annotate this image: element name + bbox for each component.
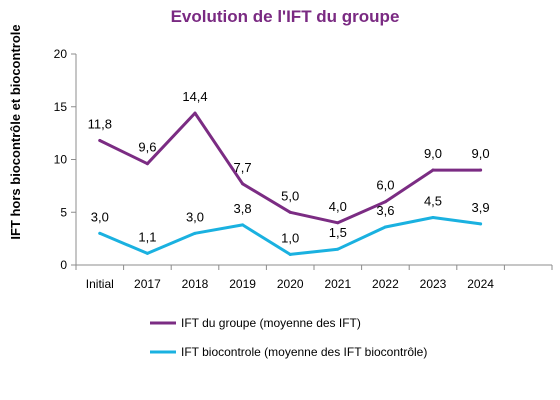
- data-point: [193, 231, 197, 235]
- data-label: 1,5: [329, 225, 347, 240]
- data-point: [431, 168, 435, 172]
- x-tick-label: 2020: [277, 277, 304, 291]
- x-tick-label: 2017: [134, 277, 161, 291]
- x-tick-label: 2019: [229, 277, 256, 291]
- y-tick-label: 10: [54, 153, 68, 167]
- data-label: 9,0: [424, 146, 442, 161]
- data-label: 11,8: [88, 117, 112, 132]
- chart-data-labels: 11,8 9,6 14,4 7,7 5,0 4,0 6,0 9,0 9,0 3,0 1,1 3,0 3,…: [88, 89, 490, 245]
- data-point: [98, 139, 102, 143]
- data-point: [288, 210, 292, 214]
- data-point: [241, 182, 245, 186]
- x-tick-label: 2021: [324, 277, 351, 291]
- x-tick-label: 2024: [467, 277, 494, 291]
- data-label: 3,9: [472, 200, 490, 215]
- data-label: 4,0: [329, 199, 347, 214]
- x-tick-label: 2018: [182, 277, 209, 291]
- data-label: 5,0: [281, 188, 299, 203]
- data-label: 4,5: [424, 194, 442, 209]
- y-tick-label: 15: [54, 100, 68, 114]
- data-label: 3,6: [376, 203, 394, 218]
- data-label: 3,0: [91, 209, 109, 224]
- legend-label: IFT biocontrole (moyenne des IFT biocont…: [181, 345, 427, 359]
- data-point: [193, 111, 197, 115]
- data-label: 7,7: [234, 160, 252, 175]
- x-tick-label: 2023: [420, 277, 447, 291]
- data-point: [479, 222, 483, 226]
- y-tick-label: 20: [54, 47, 68, 61]
- data-point: [241, 223, 245, 227]
- data-label: 14,4: [182, 89, 207, 104]
- data-point: [336, 247, 340, 251]
- legend-label: IFT du groupe (moyenne des IFT): [181, 316, 361, 330]
- data-point: [479, 168, 483, 172]
- data-point: [431, 216, 435, 220]
- chart-axes: 0 5 10 15 20 Initial 2017 2018 2019 2020 2021 2022 2…: [54, 47, 553, 291]
- chart-legend: IFT du groupe (moyenne des IFT) IFT bioco…: [150, 316, 427, 359]
- data-point: [98, 231, 102, 235]
- data-point: [336, 221, 340, 225]
- y-tick-label: 5: [60, 205, 67, 219]
- x-tick-label: 2022: [372, 277, 399, 291]
- data-label: 3,8: [234, 201, 252, 216]
- y-tick-label: 0: [60, 258, 67, 272]
- data-point: [145, 251, 149, 255]
- x-tick-label: Initial: [86, 277, 114, 291]
- data-label: 6,0: [376, 178, 394, 193]
- y-axis-label: IFT hors biocontrôle et biocontrole: [8, 24, 23, 239]
- chart-series: [98, 111, 483, 256]
- chart-title: Evolution de l'IFT du groupe: [171, 7, 400, 26]
- data-label: 3,0: [186, 209, 204, 224]
- data-point: [288, 252, 292, 256]
- data-label: 9,0: [472, 146, 490, 161]
- data-point: [383, 200, 387, 204]
- data-label: 9,6: [138, 140, 156, 155]
- data-point: [383, 225, 387, 229]
- data-label: 1,1: [138, 229, 156, 244]
- data-label: 1,0: [281, 230, 299, 245]
- data-point: [145, 162, 149, 166]
